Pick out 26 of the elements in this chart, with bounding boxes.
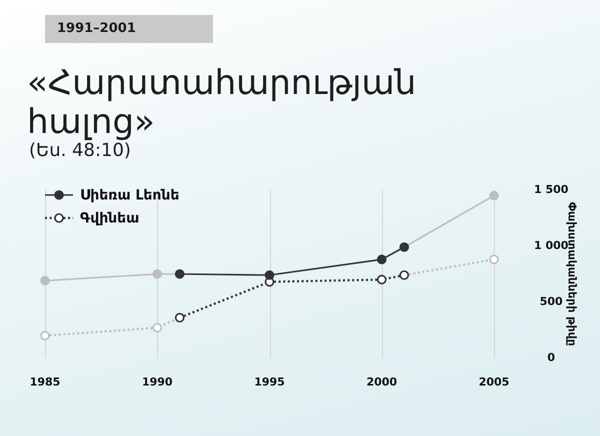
point xyxy=(264,270,274,280)
point xyxy=(399,242,409,252)
legend-label: Սիեռա Լեոնե xyxy=(80,188,180,204)
y-tick-label: 0 xyxy=(547,350,556,364)
chart-title: «Հարստահարության հալոց» xyxy=(27,63,416,142)
point xyxy=(376,254,387,264)
legend-label: Գվինեա xyxy=(80,210,140,227)
point xyxy=(399,270,409,280)
chart-subtitle: (Ես. 48:10) xyxy=(29,140,131,162)
y-tick-label: 500 xyxy=(540,294,564,308)
point xyxy=(174,312,184,322)
point xyxy=(489,190,499,200)
point xyxy=(152,269,162,279)
point xyxy=(152,322,162,333)
point xyxy=(40,330,50,340)
x-tick-label: 2000 xyxy=(366,375,398,388)
x-tick-label: 1985 xyxy=(30,375,60,388)
badge: 1991–2001 xyxy=(45,15,213,43)
x-tick-label: 1995 xyxy=(254,375,285,388)
point xyxy=(40,276,50,286)
point xyxy=(489,254,499,264)
point xyxy=(376,274,387,284)
y-tick-label: 1 500 xyxy=(534,182,569,196)
x-tick-label: 1990 xyxy=(142,375,173,388)
x-tick-label: 2005 xyxy=(478,375,510,388)
point xyxy=(174,269,184,279)
